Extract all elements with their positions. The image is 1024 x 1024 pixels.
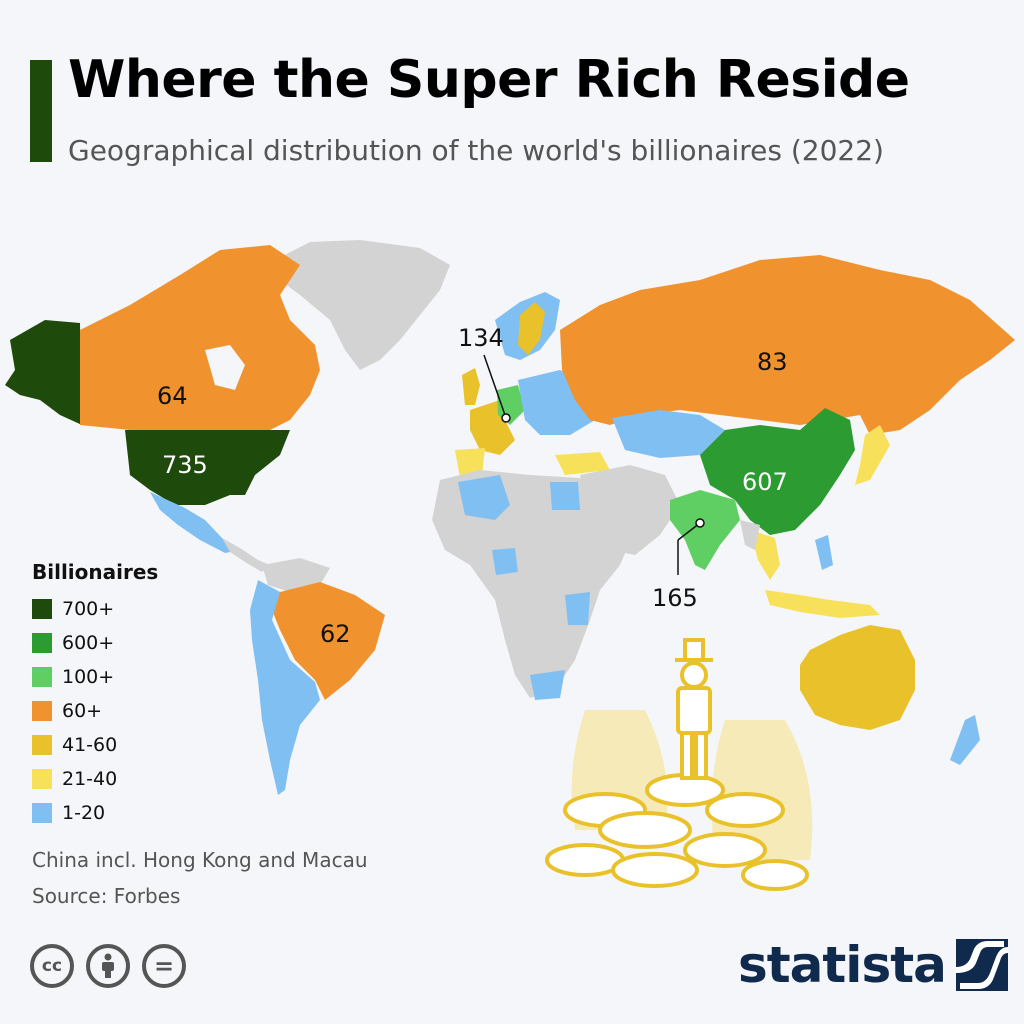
map-legend: Billionaires 700+ 600+ 100+ 60+ 41-60 21… [32,560,158,830]
legend-swatch [32,769,52,789]
region-north-africa-west [458,475,510,520]
region-india [670,490,740,570]
region-iberia [455,448,485,478]
legend-swatch [32,667,52,687]
legend-label: 100+ [62,666,115,688]
region-brazil [272,582,385,700]
page-subtitle: Geographical distribution of the world's… [68,134,884,167]
label-canada: 64 [157,382,188,410]
legend-label: 60+ [62,700,103,722]
region-new-zealand [950,715,980,765]
region-south-america-west [250,580,320,795]
person-icon [102,953,114,978]
region-canada [80,245,320,430]
money-bags-illustration [545,638,813,891]
region-kazakhstan [612,410,725,458]
source-note: Source: Forbes [32,884,181,908]
legend-label: 21-40 [62,768,118,790]
region-indonesia [765,590,880,618]
legend-label: 600+ [62,632,115,654]
label-india: 165 [652,584,698,612]
legend-item: 700+ [32,592,158,626]
legend-title: Billionaires [32,560,159,584]
region-south-africa [530,670,565,700]
attribution-icon[interactable] [86,944,130,988]
region-southeast-asia [750,530,780,580]
legend-item: 100+ [32,660,158,694]
region-alaska [5,320,82,425]
region-mexico [150,492,240,553]
legend-swatch [32,633,52,653]
brand-name: statista [738,936,947,994]
legend-label: 41-60 [62,734,118,756]
footnote: China incl. Hong Kong and Macau [32,848,368,872]
germany-callout-dot [501,413,511,423]
label-usa: 735 [162,451,208,479]
germany-callout-line [483,354,507,419]
legend-item: 1-20 [32,796,158,830]
cc-icon[interactable]: cc [30,944,74,988]
region-australia [800,625,915,730]
region-east-africa [565,592,590,625]
legend-swatch [32,599,52,619]
region-china [700,408,855,535]
region-western-europe [470,400,515,455]
label-brazil: 62 [320,620,351,648]
legend-item: 600+ [32,626,158,660]
region-usa [125,430,290,505]
legend-swatch [32,803,52,823]
region-africa [432,470,635,698]
region-nigeria [492,548,518,575]
label-germany: 134 [458,324,504,352]
region-turkey [555,452,610,475]
region-japan [855,425,890,485]
title-accent-bar [30,60,52,162]
region-central-america [222,538,270,572]
legend-item: 41-60 [32,728,158,762]
legend-swatch [32,735,52,755]
legend-label: 1-20 [62,802,106,824]
region-uk [462,368,480,405]
region-egypt [550,482,580,510]
page-title: Where the Super Rich Reside [68,50,910,110]
region-greenland [275,240,450,370]
legend-item: 21-40 [32,762,158,796]
statista-mark-icon [955,939,1008,991]
license-icons: cc = [30,944,186,988]
region-philippines [815,535,833,570]
tycoon-figure-icon [675,638,713,780]
world-map: 735 64 62 83 607 165 134 [5,240,1015,795]
region-sweden [518,302,545,355]
no-derivatives-icon[interactable]: = [142,944,186,988]
label-china: 607 [742,468,788,496]
statista-logo[interactable]: statista [738,936,1008,994]
region-russia [560,255,1015,435]
region-indochina [740,520,760,550]
coins-icon [545,773,809,891]
region-south-america-north [262,558,330,592]
label-russia: 83 [757,348,788,376]
legend-item: 60+ [32,694,158,728]
legend-label: 700+ [62,598,115,620]
india-callout-dot [695,518,705,528]
legend-swatch [32,701,52,721]
